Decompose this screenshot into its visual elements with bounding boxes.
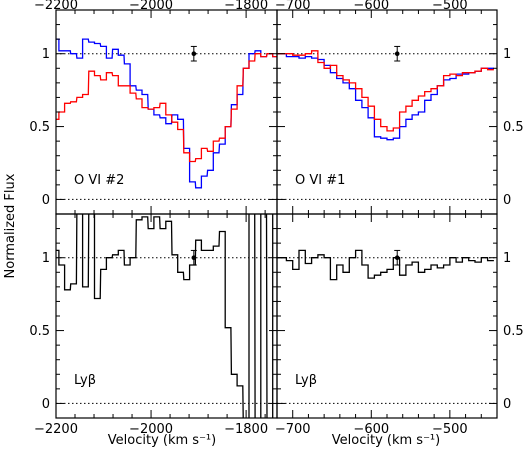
x-tick-label: −500 [432, 422, 468, 437]
series-line-0 [56, 214, 274, 418]
y-tick-label: 0.5 [503, 324, 524, 339]
panel-label: O VI #2 [74, 173, 124, 188]
panel-top-left: −2200 −2000 −1800 0 0.5 1 O VI #2 [29, 0, 278, 215]
error-bar [394, 249, 401, 266]
y-axis-title: Normalized Flux [3, 173, 18, 278]
x-tick-label: −2000 [129, 422, 173, 437]
x-tick-label: −700 [275, 0, 311, 13]
error-bar-point [394, 255, 400, 261]
y-tick-label: 0.5 [29, 120, 50, 135]
x-tick-label: −600 [353, 0, 389, 13]
x-tick-label: −600 [353, 422, 389, 437]
series-line-0 [56, 38, 277, 189]
x-tick-label: −700 [275, 422, 311, 437]
panel-top-right: −700 −600 −500 0 0.5 1 O VI #1 [275, 0, 524, 215]
x-tick-label: −500 [432, 0, 468, 13]
y-tick-label: 0 [503, 397, 511, 412]
error-bar [190, 45, 197, 62]
panel-bottom-right: −700 −600 −500 0 0.5 1 Lyβ [275, 213, 524, 437]
panel-label: O VI #1 [295, 173, 345, 188]
series-line-1 [56, 53, 277, 163]
x-tick-label: −1800 [224, 0, 268, 13]
series-line-0 [277, 53, 494, 141]
x-axis-title-left: Velocity (km s⁻¹) [108, 433, 216, 448]
error-bar-point [191, 255, 197, 261]
panel-bottom-left: −2200 −2000 −1800 0 0.5 1 Lyβ [29, 213, 278, 437]
x-tick-label: −1800 [224, 422, 268, 437]
series-group [277, 249, 494, 281]
x-tick-label: −2200 [34, 422, 78, 437]
y-tick-label: 1 [42, 47, 50, 62]
error-bar [190, 249, 197, 266]
y-tick-label: 1 [503, 251, 511, 266]
y-tick-label: 1 [42, 251, 50, 266]
y-tick-label: 0.5 [503, 120, 524, 135]
series-line-0 [277, 249, 494, 281]
series-group [56, 214, 274, 418]
y-tick-label: 1 [503, 47, 511, 62]
x-tick-label: −2200 [34, 0, 78, 13]
panel-label: Lyβ [74, 373, 96, 388]
x-tick-label: −2000 [129, 0, 173, 13]
error-bar-point [394, 51, 400, 57]
y-tick-label: 0 [42, 193, 50, 208]
y-tick-label: 0 [503, 193, 511, 208]
error-bar-point [191, 51, 197, 57]
y-tick-label: 0 [42, 397, 50, 412]
y-tick-label: 0.5 [29, 324, 50, 339]
series-line-1 [277, 50, 494, 132]
series-group [277, 50, 494, 141]
panels-group: −2200 −2000 −1800 0 0.5 1 O VI #2 −700 −600 −500 0… [29, 0, 523, 437]
x-axis-title-right: Velocity (km s⁻¹) [332, 433, 440, 448]
series-group [56, 38, 277, 189]
error-bar [394, 45, 401, 62]
panel-label: Lyβ [295, 373, 317, 388]
